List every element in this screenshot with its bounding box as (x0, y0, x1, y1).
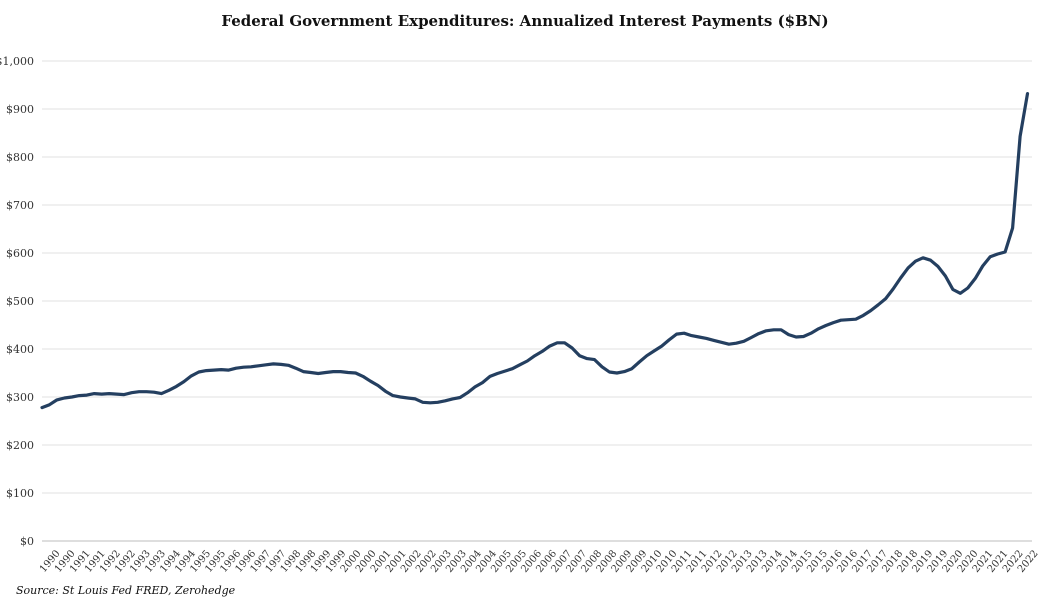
x-axis-ticks: 1990199019911991199219921993199319941994… (38, 548, 1041, 575)
source-note: Source: St Louis Fed FRED, Zerohedge (16, 584, 236, 597)
series-line (40, 92, 1030, 410)
y-tick-label: $400 (6, 343, 34, 356)
y-tick-label: $800 (6, 151, 34, 164)
y-tick-label: $100 (6, 487, 34, 500)
y-tick-label: $500 (6, 295, 34, 308)
y-tick-label: $200 (6, 439, 34, 452)
y-tick-label: $700 (6, 199, 34, 212)
series-line-layer (40, 92, 1030, 410)
y-tick-label: $0 (20, 535, 34, 548)
grid-lines (42, 60, 1032, 542)
y-tick-label: $1,000 (0, 55, 34, 68)
chart-title: Federal Government Expenditures: Annuali… (221, 12, 829, 30)
y-tick-label: $300 (6, 391, 34, 404)
y-tick-label: $900 (6, 103, 34, 116)
y-tick-label: $600 (6, 247, 34, 260)
y-axis-ticks: $0 $100 $200 $300 $400 $500 $600 $700 $800 $900 $1… (0, 55, 34, 548)
